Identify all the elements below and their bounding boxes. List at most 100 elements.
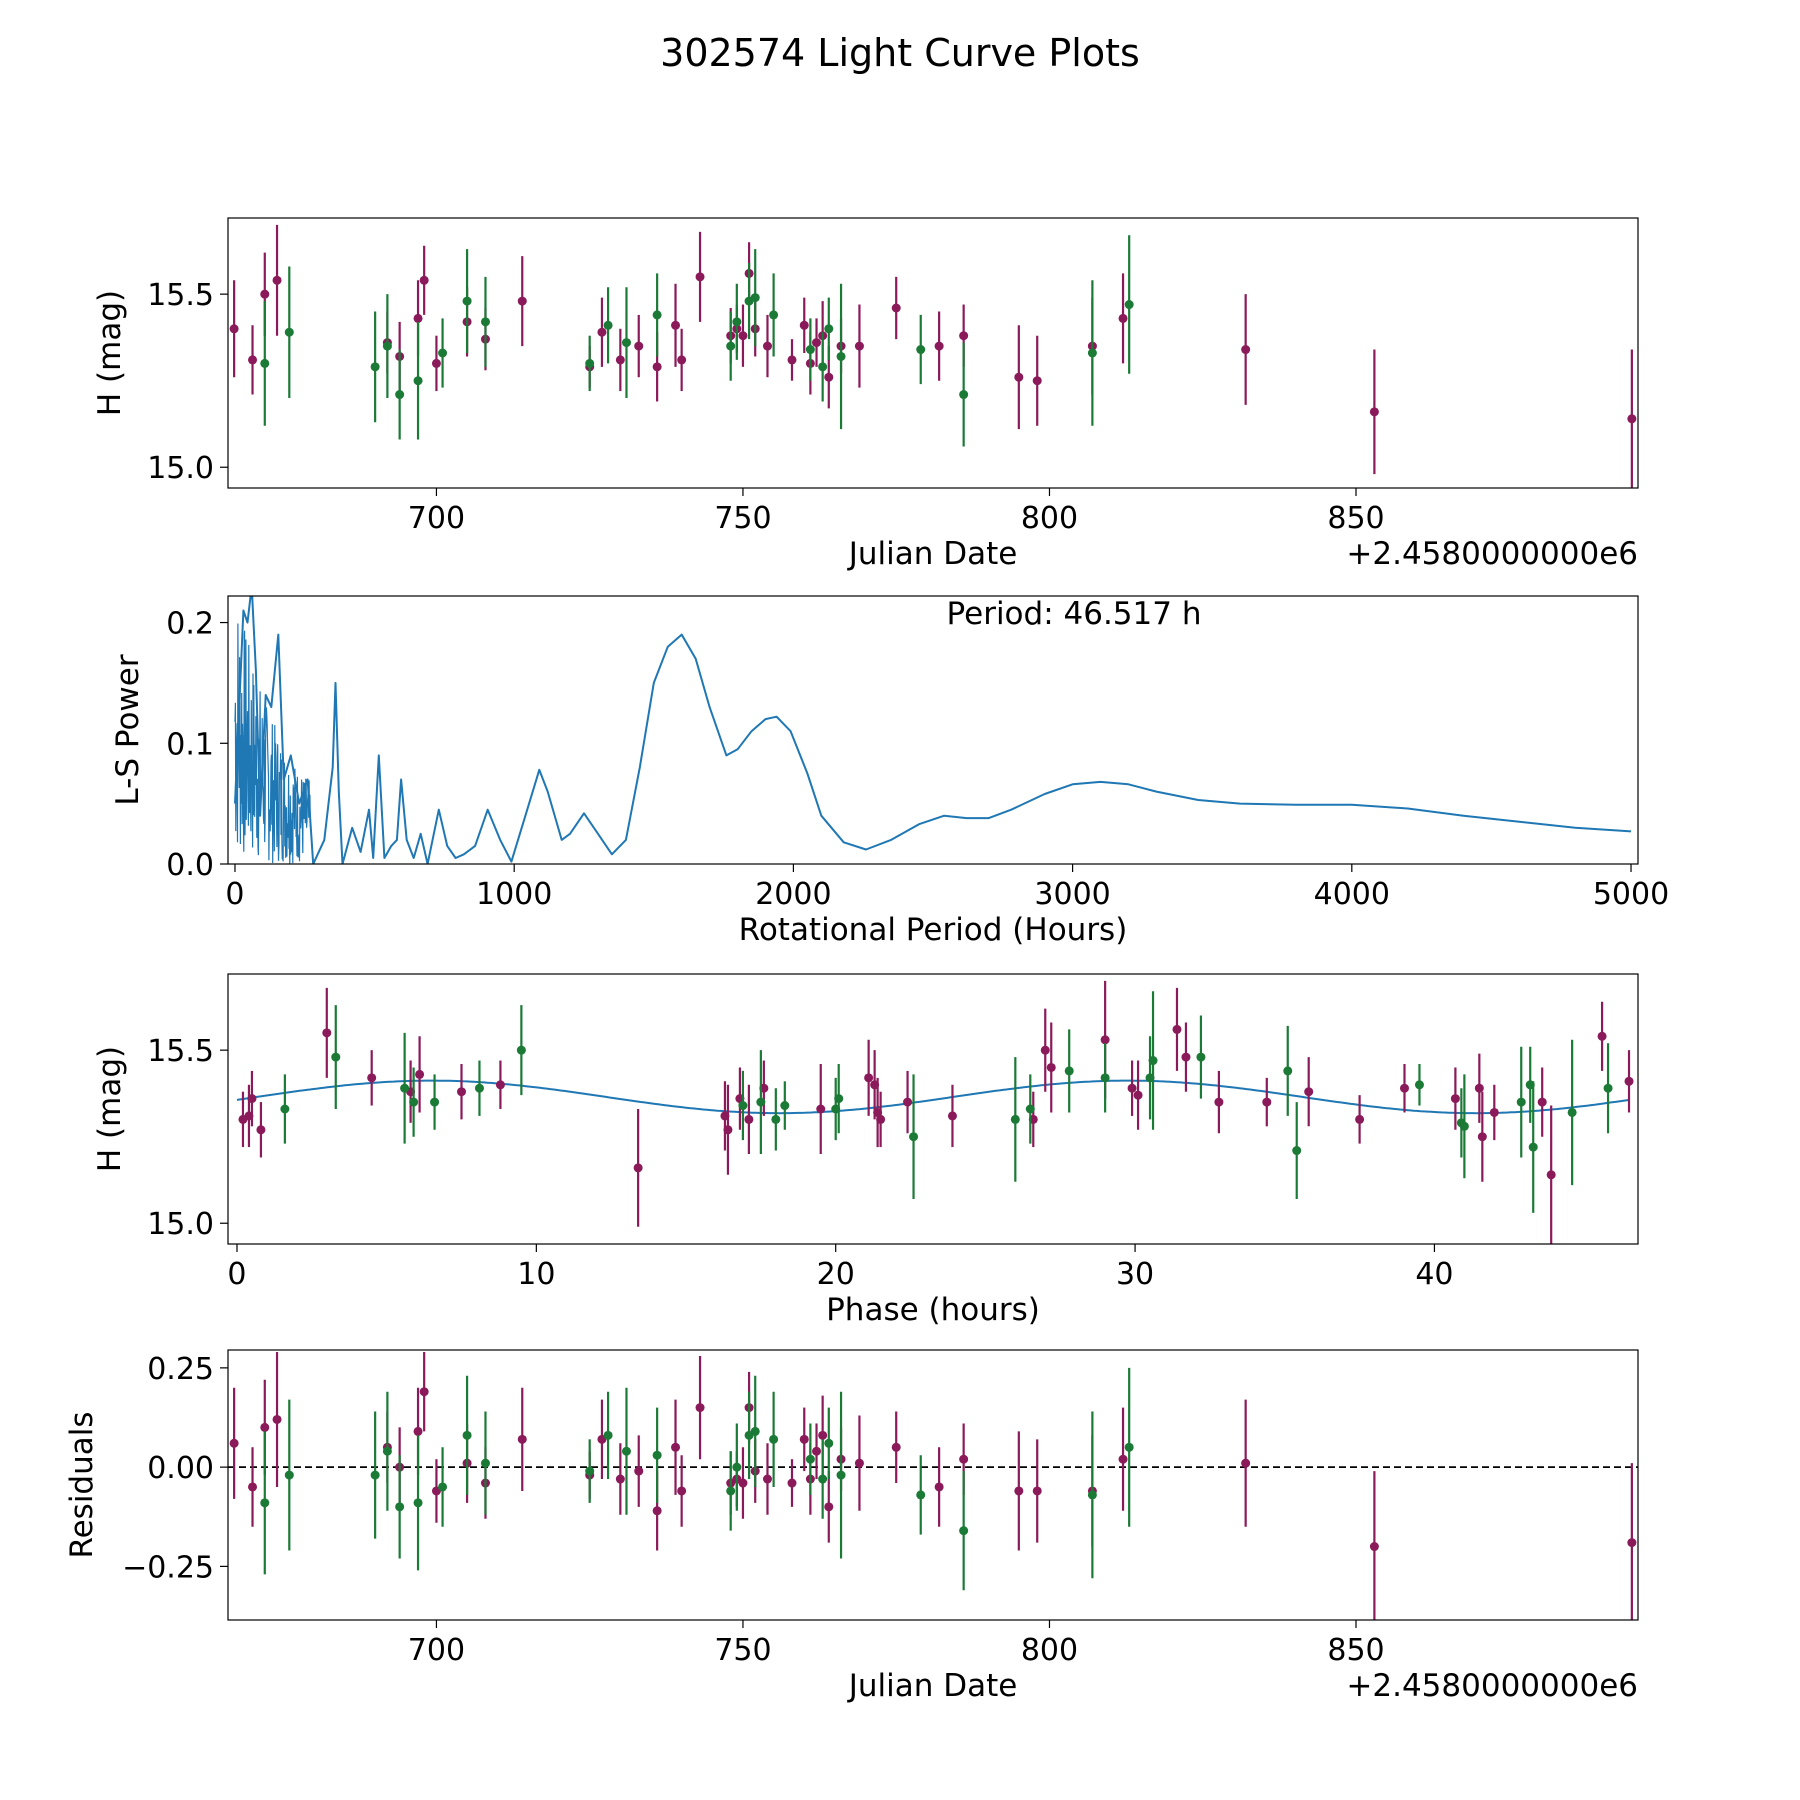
residuals-point-purple (615, 1474, 625, 1484)
phased-point-green (771, 1114, 781, 1124)
phased-point-green (400, 1083, 410, 1093)
phased-point-purple (256, 1125, 266, 1135)
panels: 700 750 800 850 15.0 15.5 Julian Date H (mag) +2… (64, 217, 1669, 1704)
residuals-xtick-label: 700 (408, 1633, 465, 1668)
phased-point-green (1283, 1066, 1293, 1076)
phased-point-purple (415, 1069, 425, 1079)
lightcurve-ylabel: H (mag) (92, 290, 128, 416)
phased-point-purple (1546, 1170, 1556, 1180)
lightcurve-point-green (805, 345, 815, 355)
lightcurve-point-purple (854, 341, 864, 351)
residuals-point-green (732, 1462, 742, 1472)
residuals-point-green (1087, 1490, 1097, 1500)
figure-title: 302574 Light Curve Plots (660, 31, 1140, 75)
lightcurve-point-green (836, 351, 846, 361)
lightcurve-ytick-label: 15.5 (147, 278, 214, 313)
lightcurve-xtick-label: 750 (714, 501, 771, 536)
phased-point-purple (1262, 1097, 1272, 1107)
lightcurve-point-green (824, 324, 834, 334)
phased-xtick-label: 20 (817, 1257, 855, 1292)
phased-point-green (1603, 1083, 1613, 1093)
residuals-point-purple (695, 1403, 705, 1413)
lightcurve-point-purple (597, 327, 607, 337)
lightcurve-point-green (732, 317, 742, 327)
residuals-point-purple (517, 1434, 527, 1444)
phased-point-green (756, 1097, 766, 1107)
residuals-point-purple (799, 1434, 809, 1444)
phased-point-green (1010, 1114, 1020, 1124)
lightcurve-point-purple (812, 338, 822, 348)
lightcurve-xtick-label: 800 (1021, 501, 1078, 536)
phased-point-green (1528, 1142, 1538, 1152)
phased-point-purple (1172, 1024, 1182, 1034)
phased-xlabel: Phase (hours) (826, 1292, 1040, 1328)
lightcurve-point-green (438, 348, 448, 358)
lightcurve-plot-area (229, 224, 1637, 488)
lightcurve-point-green (413, 376, 423, 386)
lightcurve-point-purple (695, 272, 705, 282)
residuals-point-green (1124, 1442, 1134, 1452)
phased-xtick-label: 10 (517, 1257, 555, 1292)
phased-point-green (834, 1094, 844, 1104)
periodogram-power-line (234, 596, 1632, 864)
lightcurve-ytick-label: 15.0 (147, 451, 214, 486)
phased-point-purple (1450, 1094, 1460, 1104)
phased-point-purple (1624, 1076, 1634, 1086)
lightcurve-point-green (382, 341, 392, 351)
lightcurve-point-green (959, 390, 969, 400)
lightcurve-point-green (750, 293, 760, 303)
periodogram-panel: 0 1000 2000 3000 4000 5000 0.0 0.1 0.2 Rotational… (110, 595, 1669, 948)
phased-point-purple (1127, 1083, 1137, 1093)
phased-point-purple (1355, 1114, 1365, 1124)
periodogram-xtick-label: 1000 (476, 877, 552, 912)
periodogram-xtick-label: 0 (225, 877, 244, 912)
phased-point-green (1292, 1146, 1302, 1156)
phased-xtick-label: 30 (1116, 1257, 1154, 1292)
lightcurve-point-green (462, 296, 472, 306)
residuals-axes-frame (227, 1349, 1639, 1621)
residuals-xtick-label: 850 (1327, 1633, 1384, 1668)
phased-point-green (1414, 1080, 1424, 1090)
residuals-point-purple (891, 1442, 901, 1452)
residuals-point-green (462, 1430, 472, 1440)
phased-point-green (474, 1083, 484, 1093)
phased-point-green (1064, 1066, 1074, 1076)
phased-point-green (1516, 1097, 1526, 1107)
residuals-point-green (382, 1446, 392, 1456)
lightcurve-point-purple (413, 313, 423, 323)
phased-point-purple (816, 1104, 826, 1114)
phased-point-purple (495, 1080, 505, 1090)
lightcurve-point-purple (1032, 376, 1042, 386)
phased-point-purple (247, 1094, 257, 1104)
lightcurve-point-purple (738, 331, 748, 341)
residuals-point-purple (812, 1446, 822, 1456)
phased-point-green (738, 1101, 748, 1111)
lightcurve-point-purple (824, 372, 834, 382)
phased-point-purple (1537, 1097, 1547, 1107)
phased-point-green (1459, 1121, 1469, 1131)
residuals-point-green (585, 1466, 595, 1476)
lightcurve-point-purple (229, 324, 239, 334)
lightcurve-xtick-label: 700 (408, 501, 465, 536)
lightcurve-point-purple (517, 296, 527, 306)
lightcurve-point-green (818, 362, 828, 372)
phased-ylabel: H (mag) (92, 1046, 128, 1172)
residuals-point-green (836, 1470, 846, 1480)
phased-point-green (780, 1101, 790, 1111)
periodogram-ytick-label: 0.0 (166, 848, 214, 883)
lightcurve-point-green (395, 390, 405, 400)
periodogram-xtick-label: 4000 (1314, 877, 1390, 912)
phased-point-purple (1100, 1035, 1110, 1045)
phased-point-purple (876, 1114, 886, 1124)
phased-point-purple (1474, 1083, 1484, 1093)
lightcurve-point-green (621, 338, 631, 348)
periodogram-ytick-label: 0.1 (166, 727, 214, 762)
lightcurve-point-green (480, 317, 490, 327)
lightcurve-point-purple (1014, 372, 1024, 382)
residuals-xlabel: Julian Date (847, 1668, 1018, 1704)
residuals-point-purple (1118, 1454, 1128, 1464)
lightcurve-point-green (370, 362, 380, 372)
residuals-point-green (805, 1454, 815, 1464)
phased-point-purple (367, 1073, 377, 1083)
